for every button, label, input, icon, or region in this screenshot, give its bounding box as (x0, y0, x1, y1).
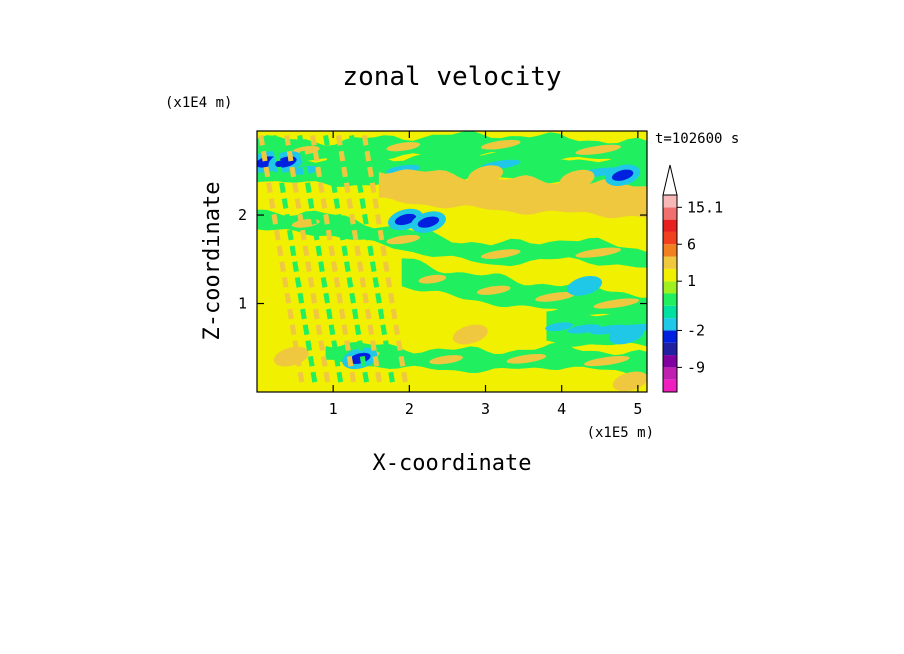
colorbar: 15.1 6 1 -2 -9 (662, 164, 723, 393)
field-streak (590, 194, 637, 205)
colorbar-bin (663, 379, 677, 392)
colorbar-bin (663, 281, 677, 294)
field-streak (291, 145, 320, 155)
y-tick-label: 2 (238, 206, 247, 224)
colorbar-bin (663, 318, 677, 331)
time-label: t=102600 s (655, 131, 739, 147)
x-tick-label: 2 (405, 400, 414, 418)
field-blob (417, 216, 440, 228)
field-streak (462, 188, 497, 198)
field-streak (480, 249, 521, 259)
colorbar-label: 6 (687, 235, 696, 253)
field-band (257, 209, 647, 268)
field-streak (545, 322, 573, 332)
field-striation (310, 135, 357, 388)
y-tick-label: 1 (238, 295, 247, 313)
field-band (378, 169, 647, 219)
field-striation (348, 135, 396, 388)
colorbar-bin (663, 330, 677, 343)
field-blob (559, 169, 595, 190)
colorbar-bin (663, 231, 677, 245)
colorbar-overflow-arrow (662, 164, 678, 196)
field-streak (526, 191, 567, 202)
y-scale-label: (x1E4 m) (165, 95, 232, 111)
chart-title: zonal velocity (342, 62, 561, 92)
colorbar-frame (662, 194, 678, 393)
x-scale-label: (x1E5 m) (587, 425, 654, 441)
colorbar-bin (663, 355, 677, 368)
field-streak (575, 144, 622, 155)
colorbar-label: -2 (687, 321, 705, 339)
x-axis-label: X-coordinate (373, 451, 532, 476)
field-streak (593, 298, 640, 309)
colorbar-bin (663, 367, 677, 380)
field-blob (566, 275, 603, 296)
field-blob (608, 324, 644, 345)
field-striation (271, 135, 319, 388)
x-tick-label: 3 (481, 400, 490, 418)
axis-ticks: 1 2 3 4 5 1 2 (238, 131, 647, 418)
field-streak (398, 182, 427, 192)
colorbar-bin (663, 207, 677, 220)
field-streak (386, 142, 421, 152)
x-tick-label: 5 (633, 400, 642, 418)
field-striation (336, 135, 383, 388)
field-striation (361, 135, 409, 388)
field-streak (418, 274, 447, 284)
field-blob (394, 213, 417, 226)
field-streak (535, 292, 575, 302)
field-streak (480, 139, 521, 150)
field-streak (589, 324, 630, 335)
colorbar-bin (663, 219, 677, 232)
colorbar-bin (663, 244, 677, 257)
field-blob (612, 371, 647, 392)
field-streak (506, 353, 547, 364)
field-blob (611, 169, 634, 181)
field-striation (258, 135, 306, 388)
field-striation (297, 135, 345, 388)
field-blob (452, 324, 488, 345)
field-streak (584, 355, 630, 367)
field-streak (476, 285, 511, 295)
colorbar-label: 15.1 (687, 198, 723, 216)
field-striation (323, 135, 370, 388)
plot-frame (256, 130, 648, 393)
field-band (325, 341, 647, 378)
field-streak (575, 247, 622, 258)
colorbar-bin (663, 268, 677, 282)
field-streak (429, 355, 463, 365)
colorbar-bin (663, 342, 677, 356)
colorbar-bin (663, 256, 677, 269)
colorbar-bin (663, 293, 677, 306)
colorbar-label: 1 (687, 272, 696, 290)
velocity-field (257, 131, 647, 392)
field-blob (467, 165, 504, 186)
colorbar-bin (663, 195, 677, 208)
field-striation (284, 135, 332, 388)
y-axis-label: Z-coordinate (200, 182, 225, 341)
x-tick-label: 4 (557, 400, 566, 418)
colorbar-bin (663, 305, 677, 319)
colorbar-label: -9 (687, 358, 705, 376)
x-tick-label: 1 (329, 400, 338, 418)
field-streak (386, 234, 421, 245)
field-band (401, 258, 647, 320)
